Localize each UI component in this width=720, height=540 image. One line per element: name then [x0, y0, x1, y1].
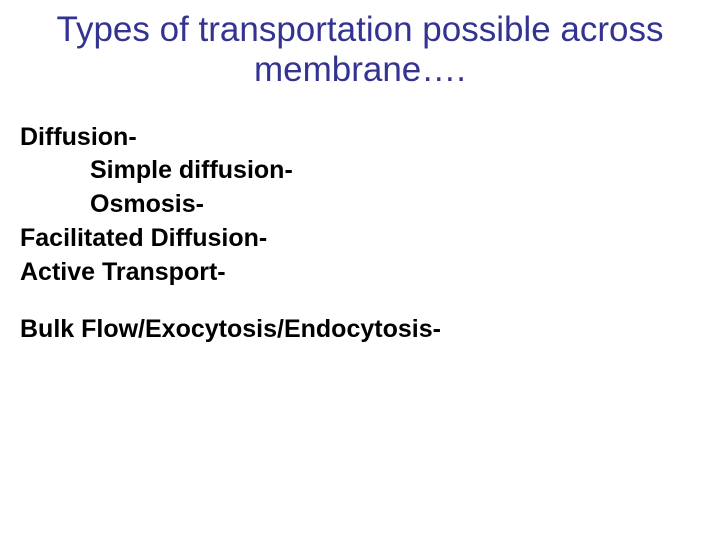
- slide-body: Diffusion- Simple diffusion- Osmosis- Fa…: [0, 91, 720, 348]
- item-active-transport: Active Transport-: [20, 256, 700, 290]
- spacer: [20, 289, 700, 313]
- item-bulk-flow: Bulk Flow/Exocytosis/Endocytosis-: [20, 313, 700, 347]
- item-simple-diffusion: Simple diffusion-: [20, 154, 700, 188]
- item-facilitated-diffusion: Facilitated Diffusion-: [20, 222, 700, 256]
- item-diffusion: Diffusion-: [20, 121, 700, 155]
- slide-title: Types of transportation possible across …: [0, 0, 720, 91]
- item-osmosis: Osmosis-: [20, 188, 700, 222]
- slide: Types of transportation possible across …: [0, 0, 720, 540]
